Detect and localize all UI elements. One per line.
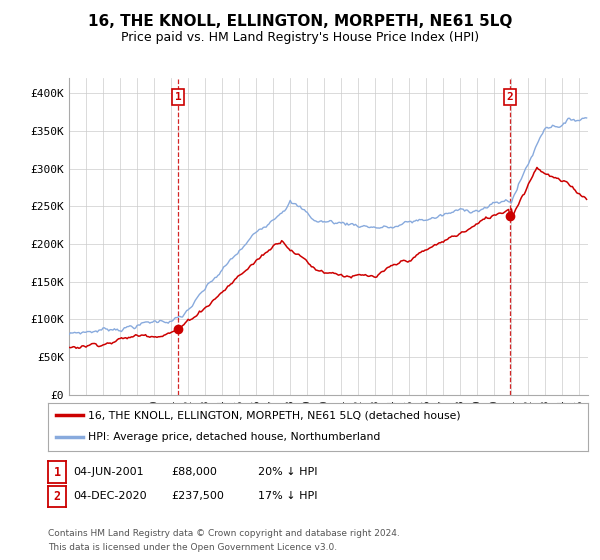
Text: This data is licensed under the Open Government Licence v3.0.: This data is licensed under the Open Gov… [48, 543, 337, 552]
Text: 20% ↓ HPI: 20% ↓ HPI [258, 467, 317, 477]
Text: 04-JUN-2001: 04-JUN-2001 [73, 467, 144, 477]
Text: £88,000: £88,000 [171, 467, 217, 477]
Text: 04-DEC-2020: 04-DEC-2020 [73, 491, 147, 501]
Text: £237,500: £237,500 [171, 491, 224, 501]
Text: 1: 1 [175, 92, 182, 102]
Text: Contains HM Land Registry data © Crown copyright and database right 2024.: Contains HM Land Registry data © Crown c… [48, 529, 400, 538]
Text: 2: 2 [506, 92, 514, 102]
Text: 16, THE KNOLL, ELLINGTON, MORPETH, NE61 5LQ (detached house): 16, THE KNOLL, ELLINGTON, MORPETH, NE61 … [89, 410, 461, 420]
Text: 1: 1 [53, 465, 61, 479]
Text: Price paid vs. HM Land Registry's House Price Index (HPI): Price paid vs. HM Land Registry's House … [121, 31, 479, 44]
Text: 16, THE KNOLL, ELLINGTON, MORPETH, NE61 5LQ: 16, THE KNOLL, ELLINGTON, MORPETH, NE61 … [88, 14, 512, 29]
Text: 17% ↓ HPI: 17% ↓ HPI [258, 491, 317, 501]
Text: HPI: Average price, detached house, Northumberland: HPI: Average price, detached house, Nort… [89, 432, 381, 442]
Text: 2: 2 [53, 489, 61, 503]
